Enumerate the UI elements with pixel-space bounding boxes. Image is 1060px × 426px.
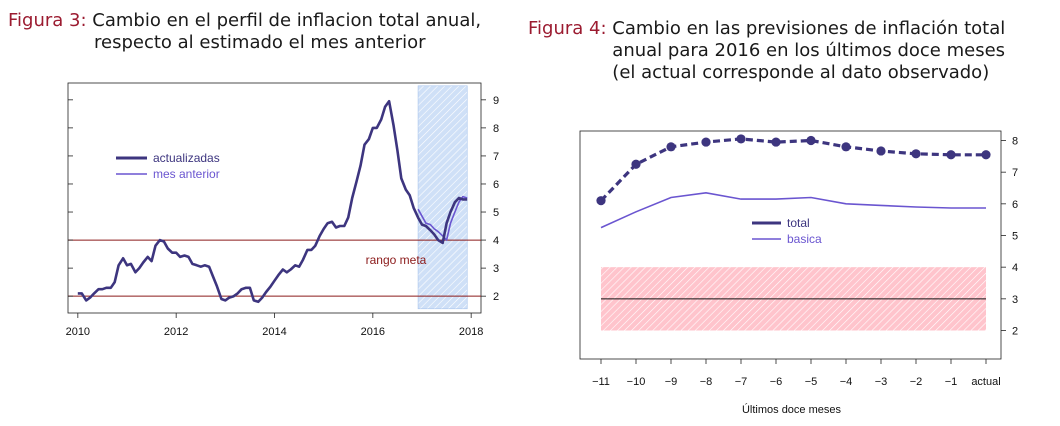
series-point-total — [701, 137, 711, 147]
y-tick-label: 9 — [493, 95, 499, 107]
series-point-total — [981, 150, 991, 160]
figure4-label: Figura 4: — [528, 18, 607, 39]
series-line-basica — [600, 191, 986, 229]
y-tick-label: 5 — [1012, 231, 1018, 243]
series-point-total — [911, 149, 921, 159]
x-tick-label: 2012 — [164, 326, 188, 338]
x-tick-label: −7 — [735, 376, 748, 388]
series-point-total — [876, 146, 886, 156]
figure3-title-line2: respecto al estimado el mes anterior — [94, 32, 426, 53]
series-point-total — [806, 135, 816, 146]
target-range-label: rango meta — [366, 253, 427, 267]
y-tick-label: 3 — [493, 263, 499, 275]
x-tick-label: −5 — [805, 376, 818, 388]
y-tick-label: 3 — [1012, 294, 1018, 306]
series-point-total — [946, 150, 956, 160]
legend-label-total: total — [787, 216, 810, 230]
figure3-caption: Figura 3: Cambio en el perfil de inflaci… — [8, 10, 528, 54]
x-axis-title: Últimos doce meses — [742, 403, 842, 416]
x-tick-label: −1 — [945, 376, 958, 388]
y-tick-label: 8 — [493, 123, 499, 135]
x-tick-label: −8 — [700, 376, 713, 388]
x-tick-label: 2018 — [459, 326, 483, 338]
series-point-total — [596, 196, 606, 206]
figure3-title-line1: Cambio en el perfil de inflacion total a… — [92, 10, 482, 31]
x-tick-label: 2010 — [66, 326, 90, 338]
series-line-actualizadas — [77, 99, 468, 304]
legend-label-basica: basica — [787, 232, 822, 246]
figure4-title: Cambio en las previsiones de inflación t… — [612, 18, 1006, 83]
plot-frame — [579, 130, 1002, 360]
x-tick-label: −11 — [592, 376, 610, 388]
x-tick-label: −9 — [665, 376, 678, 388]
y-tick-label: 4 — [1012, 262, 1018, 274]
x-tick-label: −2 — [910, 376, 923, 388]
series-line-total — [599, 137, 986, 202]
series-line-mes-anterior — [417, 195, 468, 241]
series-point-total — [771, 137, 781, 147]
legend-label-mes-anterior: mes anterior — [153, 167, 220, 181]
legend-label-actualizadas: actualizadas — [153, 151, 220, 165]
series-point-total — [631, 159, 641, 169]
y-tick-label: 7 — [493, 151, 499, 163]
y-tick-label: 6 — [1012, 199, 1018, 211]
series-point-total — [666, 142, 676, 152]
figure4-caption: Figura 4: Cambio en las previsiones de i… — [528, 18, 1028, 84]
y-tick-label: 5 — [493, 207, 499, 219]
x-tick-label: 2016 — [361, 326, 385, 338]
y-tick-label: 6 — [493, 179, 499, 191]
y-tick-label: 8 — [1012, 136, 1018, 148]
y-tick-label: 2 — [1012, 326, 1018, 338]
x-tick-label: −10 — [627, 376, 646, 388]
x-tick-label: 2014 — [262, 326, 286, 338]
x-tick-label: −6 — [770, 376, 783, 388]
figure3-label: Figura 3: — [8, 10, 87, 31]
x-tick-label: −3 — [875, 376, 888, 388]
series-point-total — [841, 142, 851, 152]
series-point-total — [736, 134, 746, 144]
y-tick-label: 7 — [1012, 167, 1018, 179]
x-tick-label: −4 — [840, 376, 853, 388]
y-tick-label: 4 — [493, 235, 499, 247]
x-tick-label: actual — [971, 376, 1000, 388]
y-tick-label: 2 — [493, 291, 499, 303]
